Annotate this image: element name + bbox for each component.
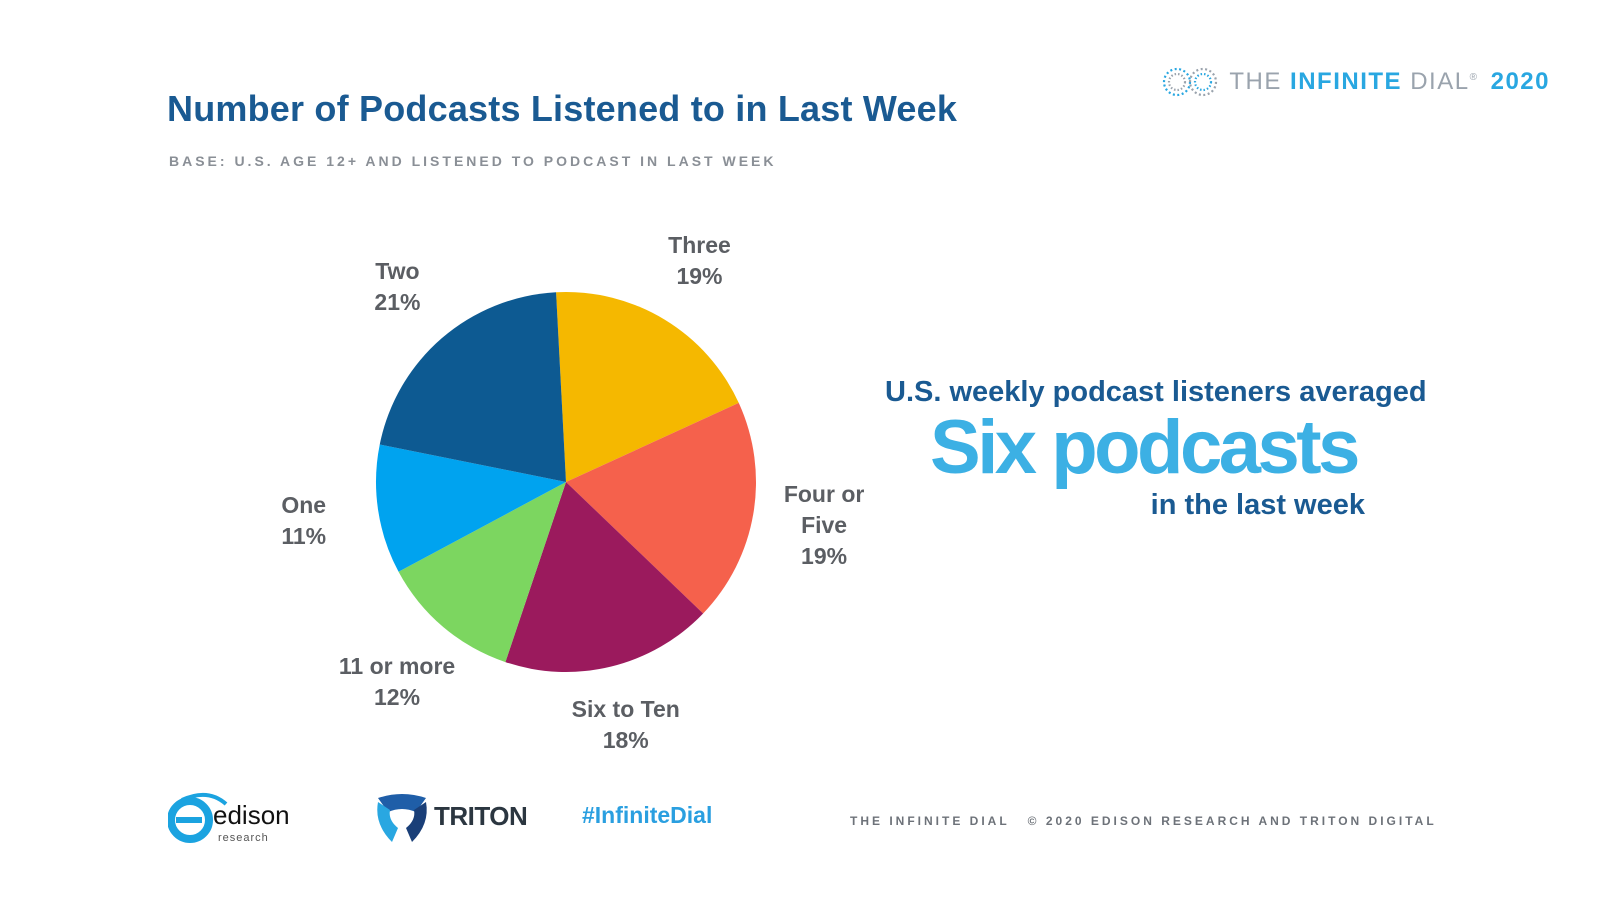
slice-name: Two <box>375 257 420 284</box>
slice-percent: 11% <box>281 522 327 549</box>
infinite-dial-brand: THE INFINITE DIAL® 2020 <box>1161 64 1550 100</box>
slice-label-two: Two 21% <box>374 256 420 318</box>
brand-prefix: THE <box>1229 68 1282 95</box>
brand-suffix: DIAL <box>1410 68 1470 95</box>
triton-wordmark: TRITON <box>434 801 528 831</box>
slice-percent: 12% <box>374 684 421 711</box>
slice-percent: 18% <box>602 726 649 753</box>
callout-line-1: U.S. weekly podcast listeners averaged <box>885 376 1427 408</box>
pie-slice-four-or-five <box>566 402 757 614</box>
brand-year: 2020 <box>1490 68 1550 95</box>
slice-label-three: Three 19% <box>668 230 731 292</box>
slice-name: Four or <box>783 481 865 508</box>
copyright-left: THE INFINITE DIAL <box>850 814 1010 828</box>
slice-name: Five <box>801 512 848 539</box>
slice-percent: 19% <box>676 263 723 290</box>
slice-label-six-to-ten: Six to Ten 18% <box>572 694 680 756</box>
page-subtitle: BASE: U.S. AGE 12+ AND LISTENED TO PODCA… <box>169 153 777 169</box>
edison-wordmark: edison <box>213 800 290 830</box>
slice-name: Six to Ten <box>571 695 680 722</box>
footer-copyright: THE INFINITE DIAL © 2020 EDISON RESEARCH … <box>850 814 1437 828</box>
brand-mark: ® <box>1469 72 1479 83</box>
pie-slice-11-or-more <box>398 482 566 663</box>
pie-chart <box>375 291 757 672</box>
slice-name: Three <box>668 232 731 259</box>
pie-slice-two <box>379 292 566 482</box>
edison-logo-icon <box>168 792 228 843</box>
edison-subtext: research <box>218 832 269 844</box>
slice-percent: 19% <box>801 543 848 570</box>
pie-slice-one <box>375 444 566 572</box>
slice-label-four-or-five: Four or Five 19% <box>784 479 865 572</box>
triton-logo-icon <box>377 794 427 842</box>
slice-percent: 21% <box>374 288 421 315</box>
callout-line-3: in the last week <box>1150 489 1365 521</box>
callout-highlight: Six podcasts <box>930 405 1360 490</box>
infinite-dial-logo-icon <box>1163 67 1218 97</box>
hashtag-link[interactable]: #InfiniteDial <box>582 802 713 828</box>
copyright-right: © 2020 EDISON RESEARCH AND TRITON DIGITA… <box>1027 814 1437 828</box>
pie-slice-six-to-ten <box>505 482 704 672</box>
key-finding-callout: U.S. weekly podcast listeners averaged S… <box>880 376 1480 522</box>
brand-wordmark: THE INFINITE DIAL® 2020 <box>1229 68 1550 96</box>
page-title: Number of Podcasts Listened to in Last W… <box>167 88 958 129</box>
slice-name: 11 or more <box>338 653 456 680</box>
slice-name: One <box>281 491 327 518</box>
brand-bold: INFINITE <box>1290 68 1403 95</box>
slice-label-one: One 11% <box>281 490 326 552</box>
pie-slice-three <box>556 291 739 482</box>
slice-label-11-or-more: 11 or more 12% <box>339 651 455 713</box>
